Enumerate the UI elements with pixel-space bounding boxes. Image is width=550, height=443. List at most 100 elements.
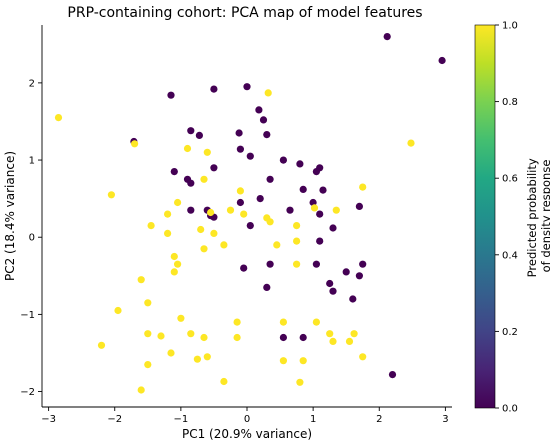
data-point [236,198,244,207]
data-point [210,229,218,237]
data-point [170,268,178,276]
data-point [187,330,195,338]
data-point [263,131,271,139]
data-point [233,333,241,342]
data-point [263,283,271,291]
data-point [299,185,307,193]
y-axis-label: PC2 (18.4% variance) [3,151,17,281]
x-axis-label: PC1 (20.9% variance) [182,427,312,441]
data-point [259,116,268,124]
data-point [54,114,63,122]
data-point [164,210,172,218]
colorbar-tick-label: 0.4 [502,250,518,261]
data-point [144,299,152,307]
data-point [183,144,192,153]
data-point [170,168,178,176]
x-tick-label: 3 [442,414,448,425]
data-point [240,210,248,218]
data-point [326,330,334,338]
data-point [279,357,287,365]
data-point [359,183,367,191]
data-point [97,341,106,349]
data-point [326,279,334,288]
data-point [197,225,205,234]
x-tick-label: −2 [107,414,122,425]
data-point [332,206,340,214]
data-point [210,164,218,172]
data-point [200,175,208,183]
data-point [236,187,244,195]
data-point [256,195,264,203]
data-point [243,83,251,91]
data-point [438,56,446,65]
data-point [203,148,211,156]
data-point [266,218,274,226]
data-point [144,330,152,338]
y-axis-ticks: −2 −1 0 1 2 [20,78,42,398]
data-point [293,237,301,245]
data-point [359,260,367,268]
x-tick-label: 1 [310,414,316,425]
data-point [342,268,350,276]
data-point [187,127,195,135]
data-point [137,276,145,284]
data-point [144,361,152,369]
data-point [203,353,211,361]
data-point [383,33,391,41]
data-point [226,206,235,214]
data-point [296,378,304,386]
colorbar-tick-label: 0.8 [502,97,518,108]
data-point [240,264,248,272]
y-tick-label: −2 [20,387,35,398]
data-point [312,318,320,326]
chart-title: PRP-containing cohort: PCA map of model … [67,5,422,21]
y-tick-label: 1 [29,156,35,167]
data-point [319,186,327,194]
data-point [355,202,363,210]
data-point [137,386,145,394]
data-point [299,333,307,342]
data-point [167,349,175,357]
data-point [170,252,178,261]
data-point [236,145,244,153]
data-point [359,353,367,361]
y-tick-label: 2 [29,78,35,89]
data-point [167,91,175,99]
data-point [349,295,357,303]
y-tick-label: 0 [29,233,35,244]
data-point [210,85,218,93]
colorbar-ticks: 0.0 0.2 0.4 0.6 0.8 1.0 [495,21,518,415]
data-point [312,168,320,176]
data-point [266,260,274,268]
data-point [273,241,281,249]
data-point [187,206,195,214]
data-point [279,156,287,164]
colorbar-label: Predicted probability of density respons… [525,155,550,278]
data-point [177,314,185,322]
data-point [174,260,182,268]
data-point [316,237,324,245]
data-point [255,106,263,114]
data-point [407,139,415,147]
data-point [350,330,358,338]
data-point [220,377,228,386]
data-point [187,179,195,187]
colorbar-label-line-2: of density response [539,160,550,273]
y-tick-label: −1 [20,310,35,321]
colorbar-tick-label: 0.0 [502,404,518,415]
data-point [264,89,272,97]
data-point [246,222,254,230]
data-point [235,129,243,137]
data-point [388,371,397,379]
data-point [299,357,307,365]
data-point [114,306,122,315]
colorbar-tick-label: 0.6 [502,174,518,185]
data-point [174,198,182,207]
data-point [279,318,287,326]
data-point [220,241,228,249]
x-tick-label: 0 [244,414,250,425]
data-point [316,210,324,218]
data-point [266,175,274,183]
x-tick-label: 2 [376,414,382,425]
